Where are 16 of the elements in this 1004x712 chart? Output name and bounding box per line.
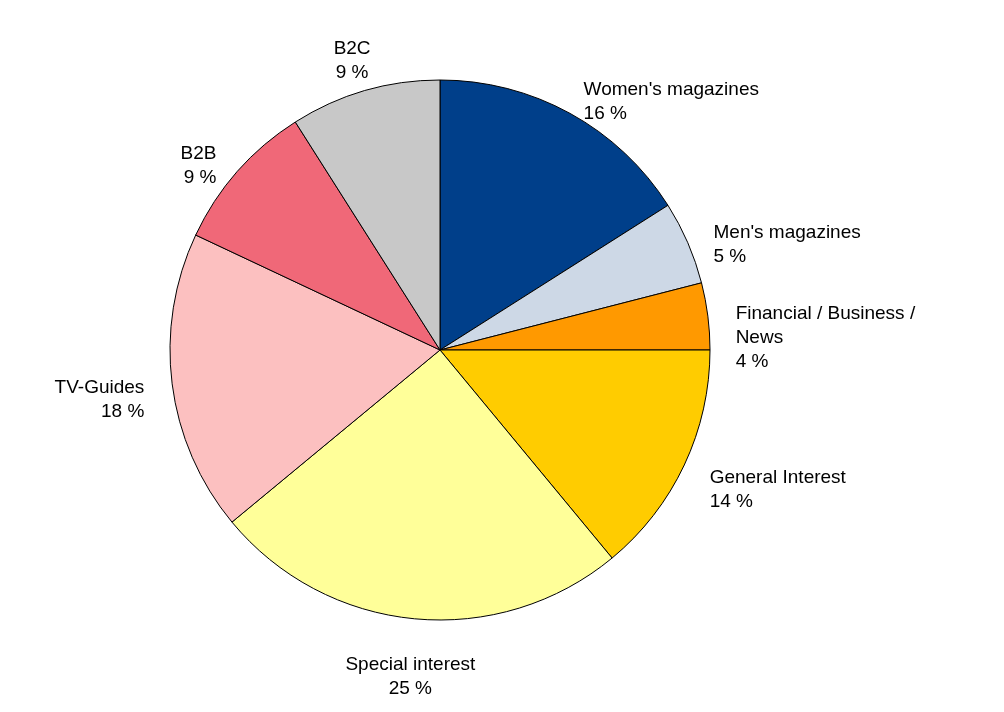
slice-label: Women's magazines [583,77,759,99]
data-label: 14 % [709,489,754,511]
data-label: 25 % [388,676,433,698]
slice-label: B2B [180,141,217,163]
slice-label: TV-Guides [54,376,145,398]
slice-label: Financial / Business / News [735,301,916,347]
data-label: 16 % [583,101,627,123]
data-label: 9 % [335,60,369,82]
slice-label: Special interest [345,652,477,674]
slice-label: B2C [333,36,371,58]
slice-label: Men's magazines [713,220,861,242]
data-label: 9 % [183,165,217,187]
slice-label: General Interest [709,465,847,487]
data-label: 5 % [713,244,747,266]
data-label: 4 % [735,349,769,371]
data-label: 18 % [101,400,145,422]
